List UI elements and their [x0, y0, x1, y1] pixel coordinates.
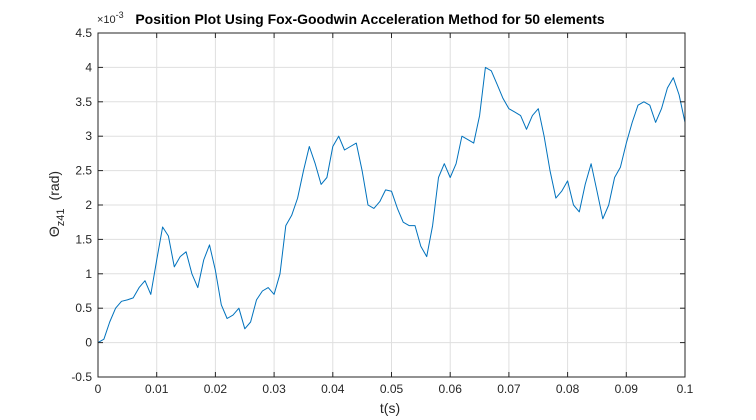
y-axis-unit: (rad)	[46, 171, 62, 201]
y-tick-label: -0.5	[71, 370, 92, 384]
y-exponent-base: ×10	[97, 14, 116, 26]
y-tick-label: 0.5	[75, 301, 92, 315]
y-tick-label: 4	[85, 60, 92, 74]
x-tick-label: 0.09	[615, 382, 639, 396]
y-exponent-power: -3	[116, 10, 124, 20]
y-axis-symbol: Θ	[46, 226, 62, 237]
x-ticks: 0 0.01 0.02 0.03 0.04 0.05 0.06 0.07 0.08 0.09 0.1	[95, 33, 694, 396]
y-tick-label: 3.5	[75, 95, 92, 109]
y-tick-label: 2	[85, 198, 92, 212]
x-tick-label: 0.01	[145, 382, 169, 396]
x-tick-label: 0.1	[677, 382, 694, 396]
chart-title: Position Plot Using Fox-Goodwin Accelera…	[135, 11, 605, 27]
y-axis-subscript: z41	[55, 208, 67, 226]
x-tick-label: 0.02	[204, 382, 228, 396]
series-line	[97, 66, 686, 344]
x-tick-label: 0.07	[497, 382, 521, 396]
y-tick-label: 0	[85, 336, 92, 350]
y-tick-label: 1.5	[75, 232, 92, 246]
x-tick-label: 0.04	[321, 382, 345, 396]
y-tick-label: 1	[85, 267, 92, 281]
y-ticks: -0.5 0 0.5 1 1.5 2 2.5 3 3.5 4 4.5	[71, 26, 685, 384]
series-group	[97, 66, 686, 344]
y-tick-label: 4.5	[75, 26, 92, 40]
x-tick-label: 0.08	[556, 382, 580, 396]
x-axis-label: t(s)	[380, 400, 400, 416]
y-tick-label: 2.5	[75, 164, 92, 178]
y-axis-label: Θz41 (rad)	[46, 171, 67, 237]
y-exponent-label: ×10-3	[97, 10, 124, 26]
y-tick-label: 3	[85, 129, 92, 143]
x-tick-label: 0.06	[439, 382, 463, 396]
x-tick-label: 0.05	[380, 382, 404, 396]
x-tick-label: 0	[95, 382, 102, 396]
x-tick-label: 0.03	[262, 382, 286, 396]
